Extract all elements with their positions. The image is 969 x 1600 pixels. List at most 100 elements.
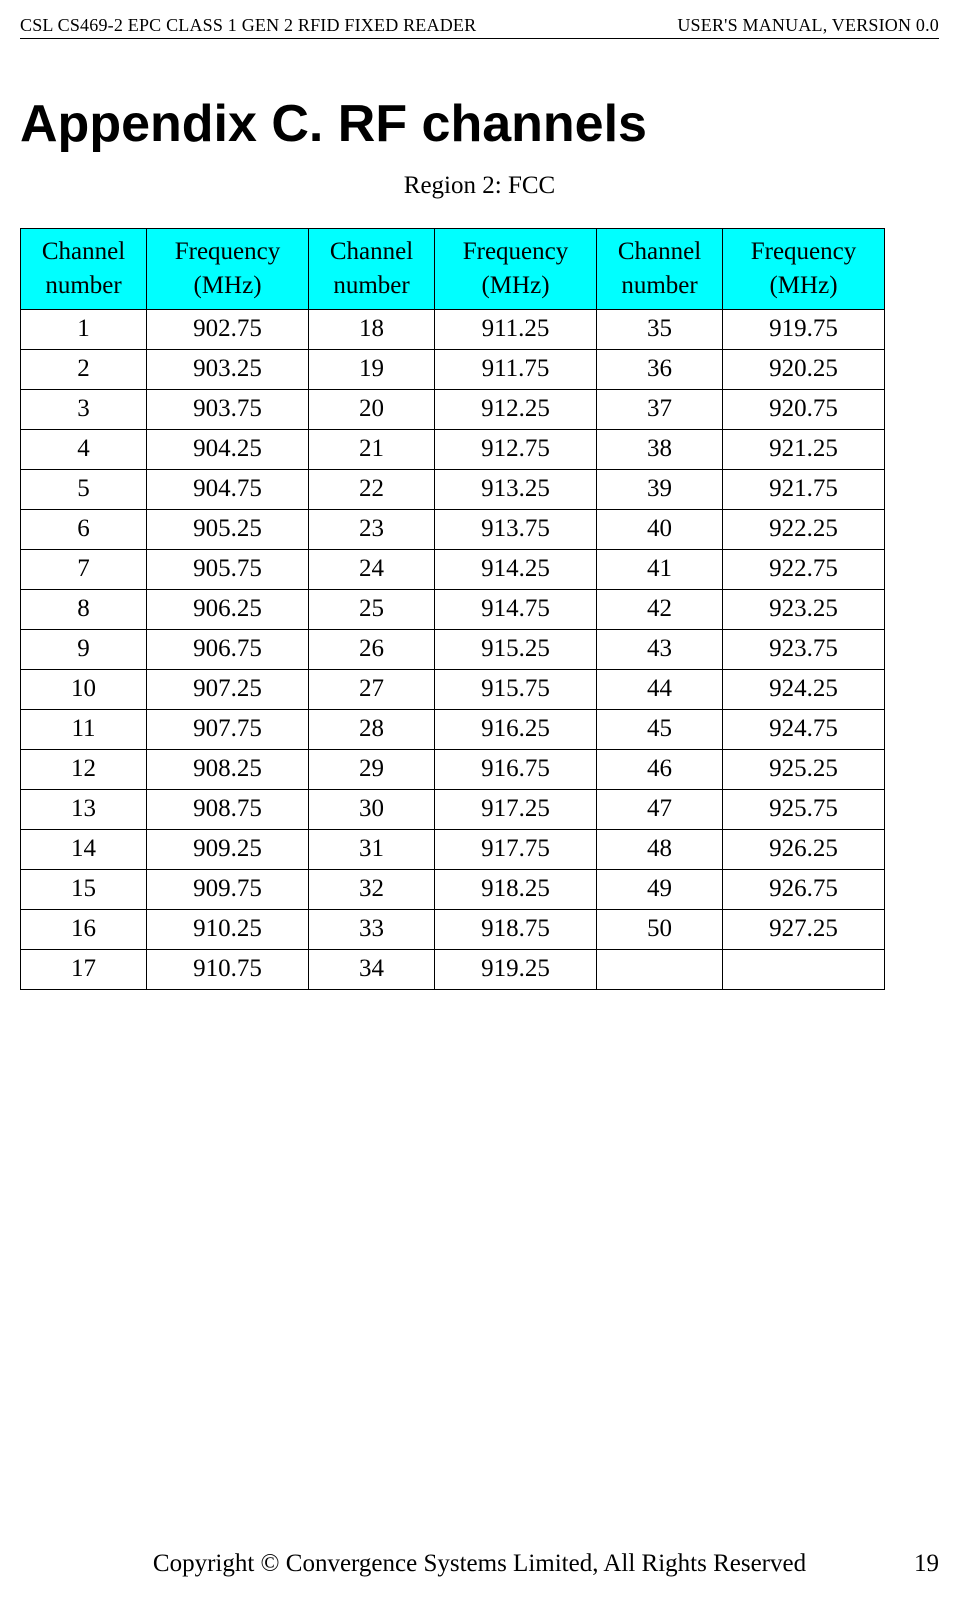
cell-frequency: 909.25 [147, 829, 309, 869]
cell-channel: 38 [597, 429, 723, 469]
cell-frequency: 915.75 [435, 669, 597, 709]
cell-channel: 47 [597, 789, 723, 829]
col-frequency-1: Frequency (MHz) [147, 229, 309, 310]
cell-frequency: 908.25 [147, 749, 309, 789]
cell-channel: 4 [21, 429, 147, 469]
cell-frequency: 907.75 [147, 709, 309, 749]
cell-channel: 48 [597, 829, 723, 869]
table-row: 1902.7518911.2535919.75 [21, 309, 885, 349]
cell-frequency: 903.75 [147, 389, 309, 429]
cell-frequency: 924.75 [723, 709, 885, 749]
footer-page-number: 19 [879, 1550, 939, 1578]
cell-frequency: 921.75 [723, 469, 885, 509]
cell-frequency: 922.75 [723, 549, 885, 589]
cell-frequency [723, 949, 885, 989]
table-row: 5904.7522913.2539921.75 [21, 469, 885, 509]
cell-frequency: 923.75 [723, 629, 885, 669]
cell-frequency: 916.25 [435, 709, 597, 749]
col-channel-3: Channel number [597, 229, 723, 310]
cell-frequency: 925.75 [723, 789, 885, 829]
cell-frequency: 914.75 [435, 589, 597, 629]
cell-frequency: 905.25 [147, 509, 309, 549]
cell-channel: 27 [309, 669, 435, 709]
cell-channel: 29 [309, 749, 435, 789]
table-row: 14909.2531917.7548926.25 [21, 829, 885, 869]
cell-frequency: 926.25 [723, 829, 885, 869]
cell-channel: 30 [309, 789, 435, 829]
cell-channel: 12 [21, 749, 147, 789]
cell-frequency: 907.25 [147, 669, 309, 709]
col-channel-2: Channel number [309, 229, 435, 310]
cell-channel: 3 [21, 389, 147, 429]
cell-channel: 36 [597, 349, 723, 389]
table-row: 9906.7526915.2543923.75 [21, 629, 885, 669]
col-label: Channel [330, 238, 413, 265]
table-row: 2903.2519911.7536920.25 [21, 349, 885, 389]
table-row: 3903.7520912.2537920.75 [21, 389, 885, 429]
cell-frequency: 902.75 [147, 309, 309, 349]
col-label: Frequency [463, 238, 569, 265]
cell-channel: 17 [21, 949, 147, 989]
cell-channel: 42 [597, 589, 723, 629]
cell-channel: 21 [309, 429, 435, 469]
cell-channel: 23 [309, 509, 435, 549]
cell-channel: 33 [309, 909, 435, 949]
table-row: 6905.2523913.7540922.25 [21, 509, 885, 549]
cell-frequency: 905.75 [147, 549, 309, 589]
cell-channel: 19 [309, 349, 435, 389]
cell-channel: 25 [309, 589, 435, 629]
cell-frequency: 922.25 [723, 509, 885, 549]
cell-frequency: 910.75 [147, 949, 309, 989]
cell-channel: 49 [597, 869, 723, 909]
col-label: Frequency [751, 238, 857, 265]
cell-channel: 9 [21, 629, 147, 669]
cell-frequency: 904.75 [147, 469, 309, 509]
cell-channel: 20 [309, 389, 435, 429]
table-row: 15909.7532918.2549926.75 [21, 869, 885, 909]
cell-frequency: 906.25 [147, 589, 309, 629]
cell-frequency: 911.75 [435, 349, 597, 389]
col-label: Channel [42, 238, 125, 265]
cell-channel: 31 [309, 829, 435, 869]
page-title: Appendix C. RF channels [20, 94, 939, 154]
cell-frequency: 913.75 [435, 509, 597, 549]
table-row: 11907.7528916.2545924.75 [21, 709, 885, 749]
cell-frequency: 918.75 [435, 909, 597, 949]
table-body: 1902.7518911.2535919.752903.2519911.7536… [21, 309, 885, 989]
cell-frequency: 927.25 [723, 909, 885, 949]
cell-frequency: 914.25 [435, 549, 597, 589]
table-row: 7905.7524914.2541922.75 [21, 549, 885, 589]
cell-channel: 50 [597, 909, 723, 949]
col-label: Frequency [175, 238, 281, 265]
cell-frequency: 925.25 [723, 749, 885, 789]
cell-channel: 35 [597, 309, 723, 349]
col-label: number [333, 272, 409, 299]
cell-channel [597, 949, 723, 989]
cell-channel: 8 [21, 589, 147, 629]
page-subtitle: Region 2: FCC [20, 172, 939, 200]
cell-frequency: 916.75 [435, 749, 597, 789]
cell-channel: 39 [597, 469, 723, 509]
cell-frequency: 920.25 [723, 349, 885, 389]
cell-frequency: 917.75 [435, 829, 597, 869]
cell-frequency: 910.25 [147, 909, 309, 949]
cell-channel: 43 [597, 629, 723, 669]
page-footer: Copyright © Convergence Systems Limited,… [0, 1550, 969, 1578]
cell-frequency: 917.25 [435, 789, 597, 829]
cell-frequency: 919.75 [723, 309, 885, 349]
cell-channel: 45 [597, 709, 723, 749]
cell-channel: 34 [309, 949, 435, 989]
cell-frequency: 904.25 [147, 429, 309, 469]
cell-channel: 5 [21, 469, 147, 509]
cell-channel: 6 [21, 509, 147, 549]
col-channel-1: Channel number [21, 229, 147, 310]
cell-frequency: 920.75 [723, 389, 885, 429]
footer-copyright: Copyright © Convergence Systems Limited,… [80, 1550, 879, 1578]
cell-frequency: 919.25 [435, 949, 597, 989]
col-frequency-3: Frequency (MHz) [723, 229, 885, 310]
cell-channel: 16 [21, 909, 147, 949]
cell-channel: 10 [21, 669, 147, 709]
frequency-table: Channel number Frequency (MHz) Channel n… [20, 228, 885, 990]
cell-channel: 11 [21, 709, 147, 749]
cell-channel: 1 [21, 309, 147, 349]
